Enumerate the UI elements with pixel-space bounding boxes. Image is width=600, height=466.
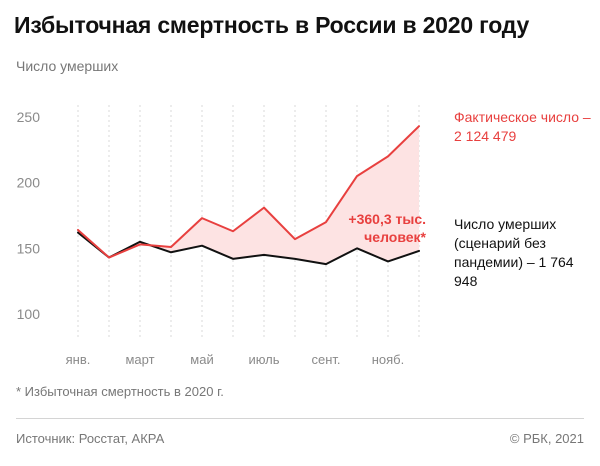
x-tick-label-1: март	[125, 352, 154, 367]
x-tick-label-2: май	[190, 352, 213, 367]
y-tick-label-3: 250	[17, 109, 41, 125]
x-tick-label-5: нояб.	[372, 352, 405, 367]
tick-labels: 100 150 200 250 янв. март май июль сент. нояб.	[17, 109, 405, 367]
baseline-series-line	[77, 231, 420, 266]
footnote: * Избыточная смертность в 2020 г.	[16, 384, 224, 399]
y-tick-label-1: 150	[17, 240, 41, 256]
y-tick-label-2: 200	[17, 175, 41, 191]
series-lines	[77, 125, 420, 266]
excess-fill	[78, 126, 419, 265]
y-tick-label-0: 100	[17, 306, 41, 322]
copyright: © РБК, 2021	[509, 431, 584, 446]
actual-series-line	[77, 125, 420, 259]
x-tick-label-3: июль	[248, 352, 279, 367]
x-tick-label-4: сент.	[311, 352, 340, 367]
legend-baseline: Число умерших (сценарий без пандемии) – …	[454, 216, 574, 289]
excess-area	[78, 126, 419, 265]
footer-divider	[16, 418, 584, 419]
x-tick-label-0: янв.	[66, 352, 91, 367]
chart-title: Избыточная смертность в России в 2020 го…	[14, 12, 530, 38]
excess-annotation: +360,3 тыс. человек*	[348, 211, 426, 245]
legend-actual: Фактическое число – 2 124 479	[454, 109, 591, 144]
y-axis-label: Число умерших	[16, 58, 119, 74]
source-note: Источник: Росстат, АКРА	[16, 431, 165, 446]
